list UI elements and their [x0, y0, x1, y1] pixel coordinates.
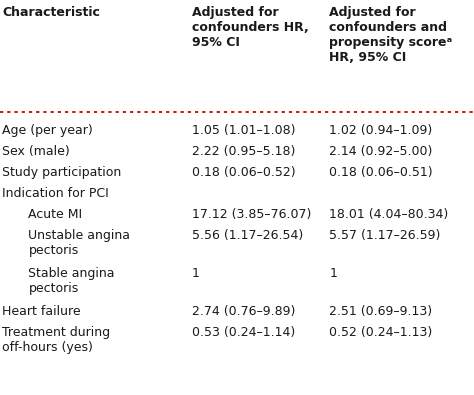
Text: 5.57 (1.17–26.59): 5.57 (1.17–26.59)	[329, 229, 441, 242]
Text: 2.74 (0.76–9.89): 2.74 (0.76–9.89)	[192, 305, 295, 318]
Text: 1: 1	[329, 267, 337, 280]
Text: Sex (male): Sex (male)	[2, 145, 70, 158]
Text: Treatment during
off-hours (yes): Treatment during off-hours (yes)	[2, 326, 110, 354]
Text: 0.52 (0.24–1.13): 0.52 (0.24–1.13)	[329, 326, 433, 339]
Text: 0.53 (0.24–1.14): 0.53 (0.24–1.14)	[192, 326, 295, 339]
Text: Study participation: Study participation	[2, 166, 122, 179]
Text: Stable angina
pectoris: Stable angina pectoris	[28, 267, 115, 295]
Text: Age (per year): Age (per year)	[2, 124, 93, 137]
Text: Acute MI: Acute MI	[28, 208, 82, 221]
Text: Adjusted for
confounders and
propensity scoreᵃ
HR, 95% CI: Adjusted for confounders and propensity …	[329, 6, 453, 64]
Text: 2.14 (0.92–5.00): 2.14 (0.92–5.00)	[329, 145, 433, 158]
Text: 18.01 (4.04–80.34): 18.01 (4.04–80.34)	[329, 208, 449, 221]
Text: 0.18 (0.06–0.51): 0.18 (0.06–0.51)	[329, 166, 433, 179]
Text: Characteristic: Characteristic	[2, 6, 100, 19]
Text: Unstable angina
pectoris: Unstable angina pectoris	[28, 229, 130, 257]
Text: Heart failure: Heart failure	[2, 305, 81, 318]
Text: 17.12 (3.85–76.07): 17.12 (3.85–76.07)	[192, 208, 311, 221]
Text: 1.02 (0.94–1.09): 1.02 (0.94–1.09)	[329, 124, 433, 137]
Text: 2.22 (0.95–5.18): 2.22 (0.95–5.18)	[192, 145, 295, 158]
Text: 0.18 (0.06–0.52): 0.18 (0.06–0.52)	[192, 166, 296, 179]
Text: 5.56 (1.17–26.54): 5.56 (1.17–26.54)	[192, 229, 303, 242]
Text: Adjusted for
confounders HR,
95% CI: Adjusted for confounders HR, 95% CI	[192, 6, 309, 49]
Text: 2.51 (0.69–9.13): 2.51 (0.69–9.13)	[329, 305, 433, 318]
Text: 1.05 (1.01–1.08): 1.05 (1.01–1.08)	[192, 124, 295, 137]
Text: Indication for PCI: Indication for PCI	[2, 187, 109, 200]
Text: 1: 1	[192, 267, 200, 280]
